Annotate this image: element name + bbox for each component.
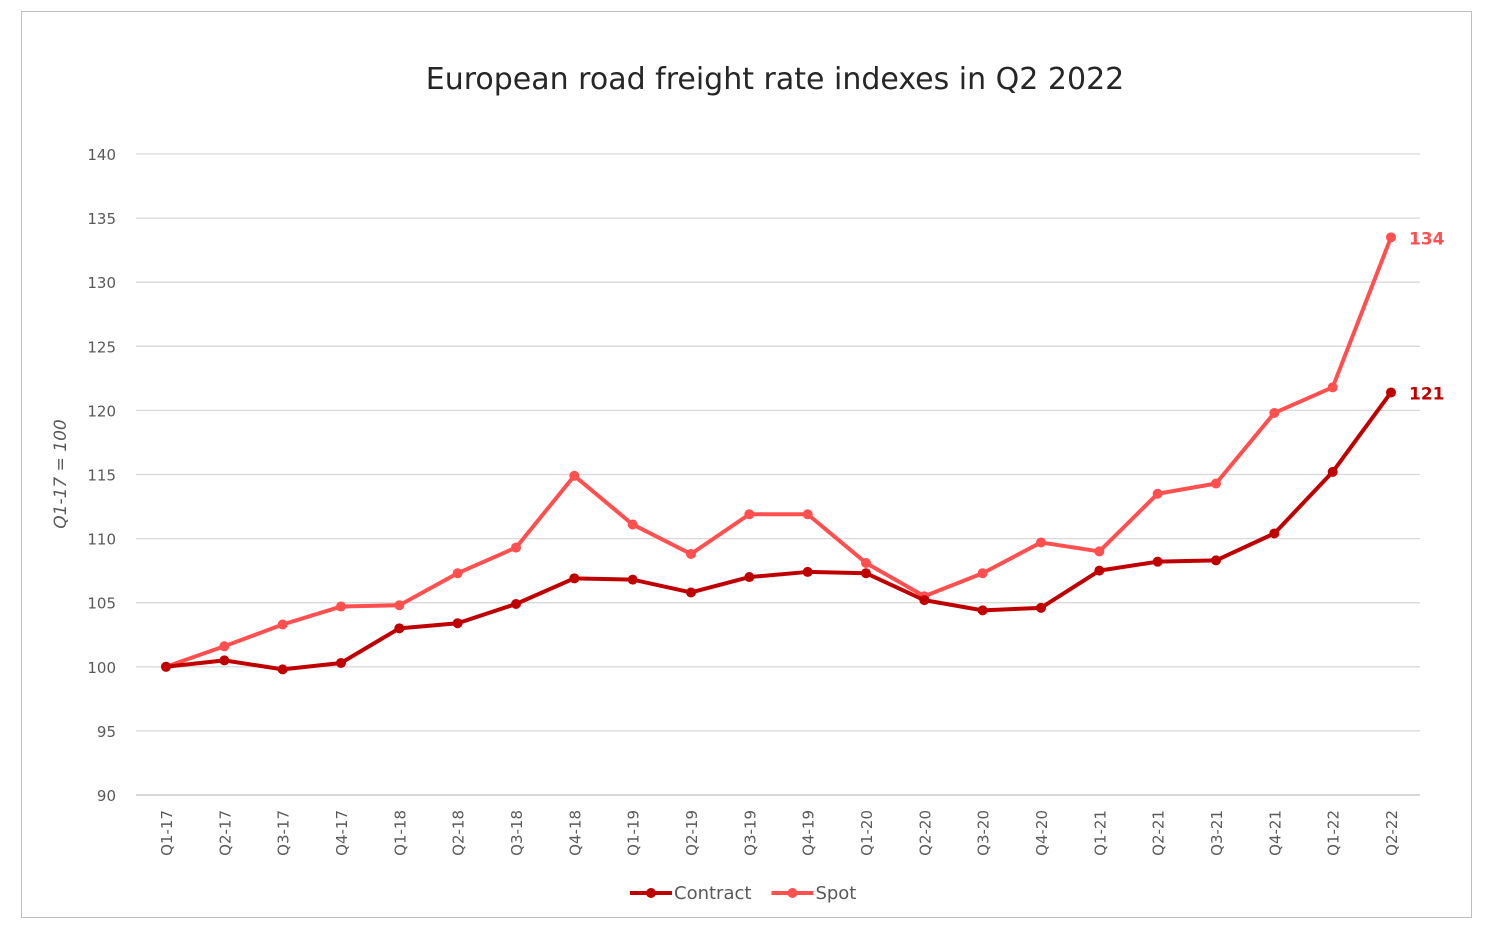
x-tick-label: Q2-18	[450, 810, 468, 856]
data-point	[511, 598, 521, 609]
data-point	[277, 664, 288, 675]
data-point	[1094, 565, 1105, 576]
data-point	[686, 548, 696, 559]
x-tick-label: Q3-21	[1208, 810, 1226, 856]
series-contract: 121	[161, 384, 1445, 675]
legend-item-spot: Spot	[771, 883, 856, 904]
x-tick-label: Q1-20	[858, 810, 876, 856]
data-point	[1036, 537, 1046, 548]
y-tick-label: 140	[87, 146, 116, 164]
y-tick-label: 90	[97, 787, 116, 805]
legend-marker	[787, 888, 798, 898]
data-point	[1327, 466, 1338, 477]
data-point	[1269, 528, 1280, 539]
data-point	[1211, 555, 1221, 566]
end-data-label: 121	[1409, 384, 1445, 404]
x-tick-label: Q3-18	[508, 810, 526, 856]
data-point	[1269, 407, 1280, 418]
data-point	[1036, 602, 1046, 613]
legend-label: Contract	[674, 883, 751, 904]
x-tick-label: Q2-17	[216, 810, 234, 856]
data-point	[452, 618, 463, 629]
y-tick-label: 95	[97, 723, 116, 741]
data-point	[627, 519, 638, 530]
data-point	[744, 509, 755, 520]
data-point	[977, 568, 988, 579]
data-point	[569, 573, 580, 584]
data-point	[686, 587, 696, 598]
legend-item-contract: Contract	[630, 883, 751, 904]
x-tick-label: Q2-19	[683, 810, 701, 856]
data-point	[569, 470, 580, 481]
legend-label: Spot	[815, 883, 856, 904]
x-tick-label: Q1-22	[1325, 810, 1343, 856]
series-line	[165, 391, 1393, 672]
x-tick-label: Q3-17	[275, 810, 293, 856]
x-tick-label: Q2-21	[1150, 810, 1168, 856]
y-tick-label: 120	[87, 402, 116, 420]
y-tick-label: 110	[87, 531, 116, 549]
x-tick-label: Q4-18	[566, 810, 584, 856]
y-tick-label: 130	[87, 274, 116, 292]
data-point	[744, 572, 755, 583]
y-axis-label: Q1-17 = 100	[51, 419, 71, 528]
x-tick-label: Q1-18	[391, 810, 409, 856]
data-point	[1386, 232, 1396, 243]
data-point	[394, 600, 405, 611]
data-point	[511, 542, 521, 553]
x-tick-label: Q2-22	[1383, 810, 1401, 856]
data-point	[1386, 387, 1396, 398]
data-point	[1094, 546, 1105, 557]
series-line	[165, 236, 1393, 669]
y-tick-label: 100	[87, 659, 116, 677]
data-point	[977, 605, 988, 616]
x-tick-label: Q3-20	[975, 810, 993, 856]
data-point	[452, 568, 463, 579]
x-tick-label: Q4-19	[800, 810, 818, 856]
data-point	[802, 509, 813, 520]
x-tick-label: Q4-17	[333, 810, 351, 856]
data-point	[1152, 488, 1163, 499]
legend-marker	[646, 888, 656, 898]
x-tick-label: Q3-19	[741, 810, 759, 856]
y-tick-label: 115	[87, 467, 116, 485]
data-point	[627, 574, 638, 585]
data-point	[394, 623, 405, 634]
data-point	[161, 661, 171, 672]
data-point	[277, 619, 288, 630]
data-point	[1327, 382, 1338, 393]
data-point	[861, 557, 871, 568]
y-tick-label: 135	[87, 210, 116, 228]
data-point	[1152, 556, 1163, 567]
data-point	[219, 641, 230, 652]
data-point	[919, 595, 930, 606]
x-tick-label: Q1-17	[158, 810, 176, 856]
data-point	[336, 601, 346, 612]
data-point	[336, 657, 346, 668]
y-tick-label: 125	[87, 338, 116, 356]
data-point	[219, 655, 230, 666]
x-tick-label: Q1-21	[1091, 810, 1109, 856]
x-tick-label: Q2-20	[916, 810, 934, 856]
end-data-label: 134	[1409, 229, 1445, 249]
chart-frame	[21, 11, 1472, 918]
x-tick-label: Q4-21	[1266, 810, 1284, 856]
series-spot: 134	[161, 229, 1445, 672]
data-point	[1211, 478, 1221, 489]
data-point	[861, 568, 871, 579]
x-tick-label: Q1-19	[625, 810, 643, 856]
chart-title: European road freight rate indexes in Q2…	[426, 62, 1125, 97]
x-tick-label: Q4-20	[1033, 810, 1051, 856]
data-point	[802, 566, 813, 577]
y-tick-label: 105	[87, 595, 116, 613]
